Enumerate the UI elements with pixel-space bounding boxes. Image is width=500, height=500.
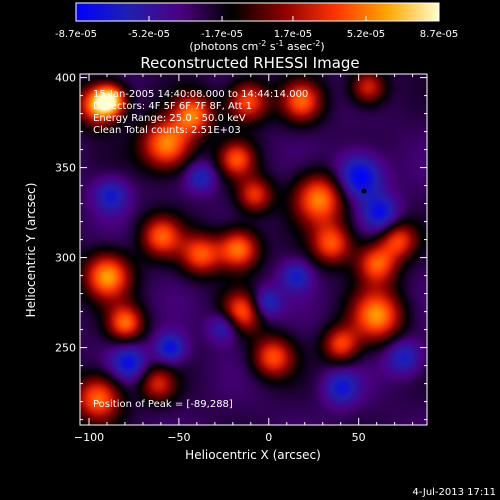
colorbar-tick-label: -8.7e-05 [55, 29, 97, 40]
annotation-total-counts: Clean Total counts: 2.51E+03 [93, 125, 241, 136]
colorbar-tick-label: 1.7e-05 [274, 29, 312, 40]
x-tick-label: 50 [352, 431, 366, 444]
y-tick-label: 400 [55, 72, 76, 85]
colorbar: -8.7e-05 -5.2e-05 -1.7e-05 1.7e-05 5.2e-05 8.… [55, 2, 458, 53]
colorbar-tick-label: -1.7e-05 [201, 29, 243, 40]
peak-marker [361, 188, 367, 194]
colorbar-unit-label: (photons cm-2 s-1 asec-2) [189, 39, 324, 53]
y-tick-label: 250 [55, 342, 76, 355]
colorbar-tick-label: -5.2e-05 [128, 29, 170, 40]
chart-title: Reconstructed RHESSI Image [140, 54, 359, 72]
colorbar-gradient [75, 2, 440, 22]
heatmap-image [80, 74, 427, 425]
y-tick-label: 300 [55, 252, 76, 265]
colorbar-tick-label: 8.7e-05 [420, 29, 458, 40]
plot-frame [79, 73, 428, 426]
annotation-energy-range: Energy Range: 25.0 - 50.0 keV [93, 113, 246, 124]
annotation-time-range: 15-Jan-2005 14:40:08.000 to 14:44:14.000 [93, 89, 308, 100]
x-tick-label: −100 [74, 431, 104, 444]
annotation-peak-position: Position of Peak = [-89,288] [93, 399, 233, 410]
x-axis-label: Heliocentric X (arcsec) [185, 448, 321, 462]
y-tick-label: 350 [55, 162, 76, 175]
x-tick-label: 0 [265, 431, 272, 444]
axis-ticks: −100 −50 0 50 250 300 350 400 [55, 72, 427, 444]
peak-marker-dot [361, 188, 367, 194]
plot-timestamp: 4-Jul-2013 17:11 [412, 487, 496, 498]
colorbar-tick-label: 5.2e-05 [347, 29, 385, 40]
y-axis-label: Heliocentric Y (arcsec) [24, 183, 38, 318]
x-tick-label: −50 [167, 431, 190, 444]
annotation-detectors: Detectors: 4F 5F 6F 7F 8F, Att 1 [93, 101, 252, 112]
colorbar-ticks: -8.7e-05 -5.2e-05 -1.7e-05 1.7e-05 5.2e-05 8.… [55, 16, 458, 40]
